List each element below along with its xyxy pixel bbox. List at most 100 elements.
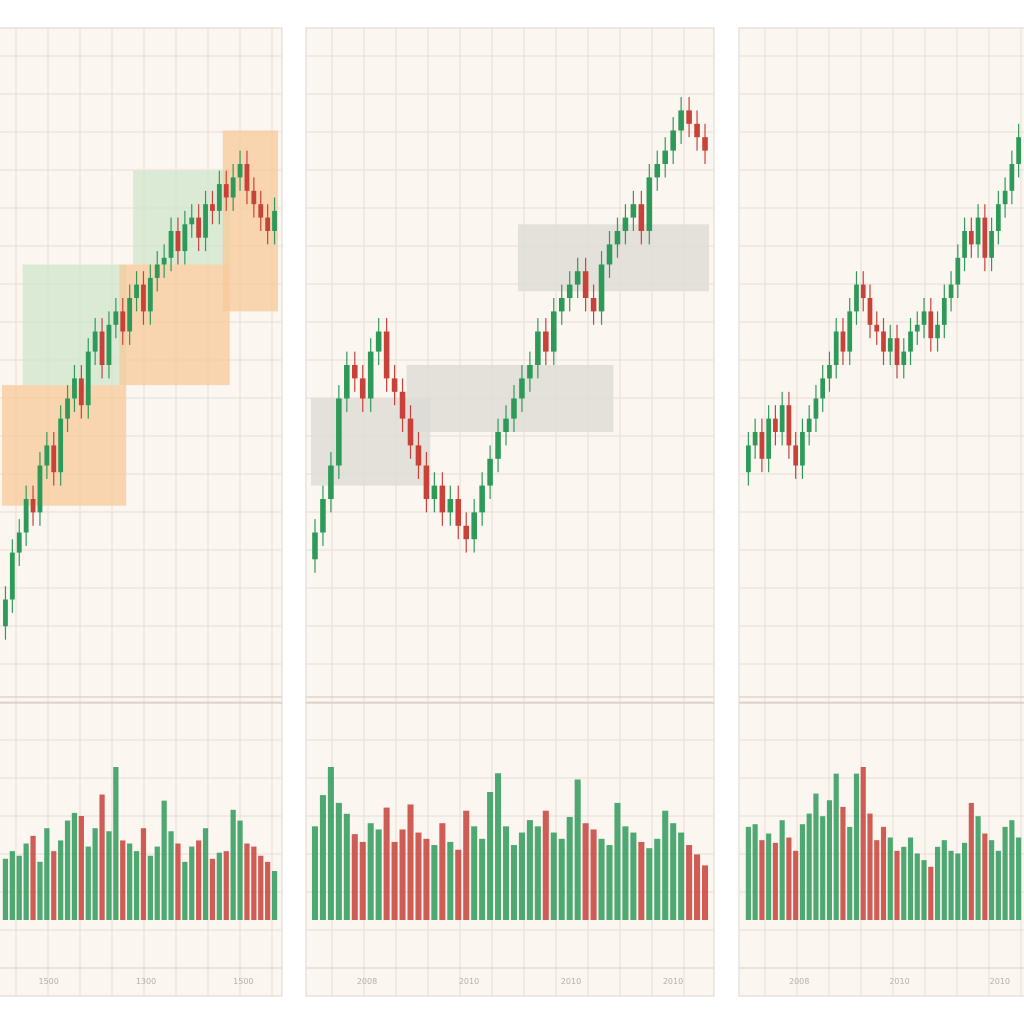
volume-bar: [455, 849, 462, 920]
candle-body: [320, 499, 326, 533]
candle-body: [702, 137, 708, 151]
volume-bar: [614, 802, 621, 920]
volume-bar: [542, 810, 549, 920]
candle-body: [383, 331, 390, 379]
volume-bar: [343, 813, 350, 920]
volume-bar: [2, 858, 9, 920]
volume-bar: [439, 823, 446, 920]
candle-body: [558, 298, 565, 312]
candle-body: [16, 532, 22, 553]
volume-bar: [161, 800, 167, 920]
volume-bar: [471, 826, 478, 920]
volume-bar: [16, 855, 22, 920]
candle-body: [487, 458, 493, 486]
volume-bar: [335, 802, 342, 920]
volume-bar: [209, 858, 216, 920]
candle-body: [99, 331, 105, 365]
candle-body: [495, 432, 501, 459]
candle-body: [527, 365, 533, 379]
candle-body: [881, 331, 886, 352]
candle-body: [359, 378, 366, 399]
volume-bar: [9, 851, 15, 920]
volume-bar: [223, 851, 229, 920]
candle-body: [471, 512, 477, 540]
volume-bar: [779, 820, 785, 920]
volume-bar: [574, 779, 581, 920]
candle-body: [928, 311, 934, 339]
volume-bar: [71, 812, 78, 920]
candle-body: [901, 351, 907, 365]
volume-bar: [168, 831, 174, 920]
candle-body: [948, 284, 954, 298]
volume-bar: [383, 807, 390, 920]
volume-bar: [670, 823, 677, 920]
candle-body: [431, 485, 438, 499]
volume-bar: [550, 832, 557, 920]
volume-bar: [622, 826, 629, 920]
volume-bar: [558, 838, 565, 920]
candle-body: [210, 204, 215, 211]
volume-bar: [37, 861, 43, 920]
candle-body: [995, 204, 1001, 231]
candle-body: [535, 331, 541, 365]
candle-body: [182, 224, 188, 252]
candle-body: [3, 599, 8, 627]
candle-body: [894, 338, 900, 365]
volume-bar: [447, 841, 454, 920]
volume-bar: [23, 843, 29, 920]
candle-body: [147, 277, 153, 312]
candle-body: [935, 324, 940, 339]
candle-body: [566, 284, 573, 298]
volume-bar: [995, 850, 1001, 920]
candle-body: [638, 204, 645, 231]
candle-body: [543, 331, 549, 352]
candle-body: [216, 184, 222, 211]
candle-body: [196, 217, 202, 238]
candle-body: [779, 405, 785, 432]
volume-bar: [319, 795, 326, 920]
volume-bar: [196, 840, 202, 920]
x-tick-label: 1500: [233, 977, 253, 986]
candle-body: [44, 445, 50, 466]
x-tick-label: 2008: [357, 977, 377, 986]
volume-bar: [686, 845, 693, 920]
candle-body: [463, 525, 470, 540]
x-tick-label: 2010: [990, 977, 1010, 986]
candle-body: [847, 311, 853, 352]
volume-bar: [590, 829, 597, 920]
candle-body: [662, 150, 669, 164]
candle-body: [1016, 137, 1021, 164]
volume-bar: [271, 871, 278, 920]
candle-body: [258, 204, 264, 218]
candle-body: [127, 298, 133, 332]
volume-bar: [662, 810, 669, 920]
chart-panel-1: 1500 1300 1500: [0, 27, 283, 997]
volume-bar: [646, 848, 653, 920]
x-tick-label: 2010: [459, 977, 479, 986]
volume-bar: [258, 855, 264, 920]
candle-body: [447, 499, 454, 513]
candle-body: [793, 445, 799, 466]
volume-bar: [85, 846, 91, 920]
candle-body: [9, 552, 15, 600]
candle-body: [51, 445, 57, 473]
candle-body: [58, 418, 64, 473]
volume-bar: [867, 813, 873, 920]
volume-bar: [982, 833, 988, 920]
candle-body: [800, 432, 805, 466]
candle-body: [367, 351, 374, 399]
candle-body: [550, 311, 557, 352]
candle-body: [833, 331, 839, 365]
candle-body: [678, 110, 684, 131]
volume-bar: [367, 823, 374, 920]
candle-body: [134, 284, 139, 298]
volume-bar: [230, 809, 236, 920]
candle-body: [189, 217, 195, 225]
candle-body: [840, 331, 846, 352]
candle-body: [766, 418, 772, 459]
candle-body: [203, 204, 208, 238]
candle-body: [630, 204, 637, 218]
volume-bar: [311, 826, 319, 920]
volume-bar: [106, 831, 112, 920]
